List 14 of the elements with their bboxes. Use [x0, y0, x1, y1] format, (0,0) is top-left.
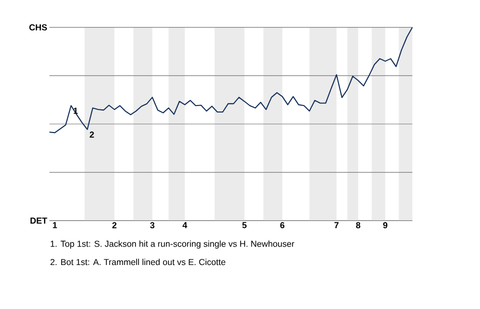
- text: 1. Top 1st: S. Jackson hit a run-scoring single vs H. Newhouser: [50, 240, 294, 248]
- text: 2. Bot 1st: A. Trammell lined out vs E. Cicotte: [50, 258, 226, 265]
- x-tick-label: 7: [334, 222, 339, 228]
- x-tick-label: 6: [280, 222, 284, 228]
- x-tick-label: 2: [112, 222, 116, 228]
- x-tick-label: 4: [182, 222, 188, 228]
- x-tick-label: 3: [150, 222, 154, 228]
- x-tick-label: 1: [52, 222, 57, 228]
- annotation: 2: [90, 131, 94, 138]
- x-tick-label: 8: [356, 222, 360, 228]
- x-tick-label: 9: [383, 222, 388, 228]
- ref-line-label: CHS: [29, 24, 47, 30]
- x-tick-label: 5: [242, 222, 247, 228]
- ref-line-label: DET: [30, 218, 48, 224]
